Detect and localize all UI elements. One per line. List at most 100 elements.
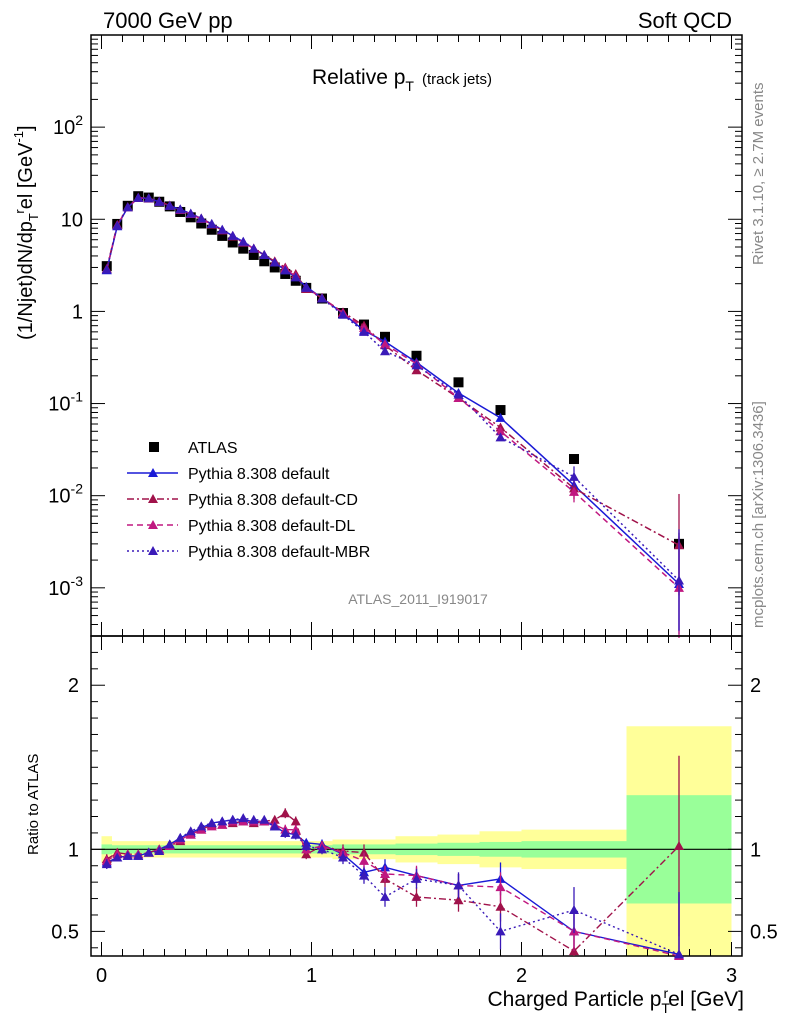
x-tick-label: 1 <box>306 965 317 987</box>
plot-title: Relative pT (track jets) <box>312 66 492 94</box>
ratio-data-point <box>290 829 301 839</box>
data-point <box>453 389 464 399</box>
data-point <box>248 243 259 253</box>
data-point <box>217 230 228 241</box>
legend-marker-triangle <box>148 494 158 503</box>
main-y-tick-label: 10-3 <box>48 573 83 600</box>
ratio-data-point <box>154 845 165 855</box>
data-point <box>269 257 280 267</box>
ratio-y-axis-label: Ratio to ATLAS <box>25 754 42 855</box>
ratio-data-point <box>317 844 327 854</box>
ratio-series-4 <box>101 813 684 959</box>
data-point <box>269 262 280 273</box>
data-point <box>238 236 249 246</box>
ratio-data-point <box>206 818 217 828</box>
ratio-data-point <box>217 816 228 826</box>
ratio-data-point <box>380 891 390 901</box>
legend-label: ATLAS <box>188 440 238 457</box>
data-point <box>196 213 207 223</box>
data-point <box>185 208 196 218</box>
ratio-data-point <box>122 850 133 860</box>
legend-marker-triangle <box>148 468 158 477</box>
ratio-data-point <box>411 891 422 901</box>
series-mc-4 <box>101 192 684 631</box>
legend-marker-square <box>149 442 159 452</box>
data-point <box>206 224 217 235</box>
ratio-data-point <box>259 814 270 824</box>
ratio-data-point <box>453 895 464 905</box>
data-point <box>206 218 217 228</box>
ratio-data-point <box>196 821 207 831</box>
data-point <box>112 220 123 230</box>
ratio-data-point <box>674 949 684 959</box>
analysis-watermark: ATLAS_2011_I919017 <box>348 591 488 607</box>
ratio-data-point <box>290 816 301 826</box>
ratio-data-point <box>338 852 348 862</box>
data-point <box>453 377 464 388</box>
data-point <box>495 432 506 442</box>
x-tick-label: 3 <box>726 965 737 987</box>
rivet-label: Rivet 3.1.10, ≥ 2.7M events <box>750 83 767 266</box>
ratio-data-point <box>269 814 280 824</box>
data-point <box>175 204 186 214</box>
legend-marker-triangle <box>148 546 158 555</box>
data-point <box>164 200 175 210</box>
mcplots-label: mcplots.cern.ch [arXiv:1306.3436] <box>750 401 767 628</box>
ratio-data-point <box>112 852 123 862</box>
series-line <box>106 197 680 589</box>
ratio-y-tick-label-right: 2 <box>750 675 761 697</box>
data-point <box>217 224 228 234</box>
series-line <box>106 197 680 582</box>
data-point <box>227 237 238 248</box>
data-point <box>359 326 369 336</box>
data-point <box>133 192 144 202</box>
main-plot: 10-3 10-2 10-1 1 10 102 <box>48 34 743 638</box>
data-point <box>238 243 249 254</box>
data-point <box>280 265 291 275</box>
data-point <box>411 365 422 375</box>
ratio-data-point <box>674 841 684 851</box>
ratio-y-tick-label-right: 0.5 <box>750 921 778 943</box>
data-point <box>674 575 684 585</box>
data-point <box>259 249 270 259</box>
ratio-plot: 0 1 2 3 0.5 0.5 1 1 2 2 <box>51 635 778 987</box>
series-line <box>106 196 680 546</box>
ratio-data-point <box>495 901 506 911</box>
legend-label: Pythia 8.308 default-MBR <box>188 544 370 561</box>
data-point <box>569 471 579 481</box>
ratio-y-tick-label: 0.5 <box>51 921 79 943</box>
legend-label: Pythia 8.308 default-CD <box>188 492 358 509</box>
ratio-data-point <box>280 827 291 837</box>
main-y-tick-label: 1 <box>72 301 83 323</box>
series-mc-3 <box>101 192 684 638</box>
legend-label: Pythia 8.308 default-DL <box>188 518 355 535</box>
data-point <box>259 256 270 267</box>
data-point <box>495 405 506 416</box>
ratio-data-point <box>301 841 312 851</box>
data-point <box>301 282 312 292</box>
main-y-tick-label: 10 <box>61 209 83 231</box>
data-point <box>569 454 579 465</box>
data-point <box>380 339 390 349</box>
ratio-data-point <box>495 926 506 936</box>
data-point <box>101 264 112 274</box>
ratio-data-point <box>453 880 464 890</box>
ratio-data-point <box>133 850 144 860</box>
header-left: 7000 GeV pp <box>103 8 233 33</box>
ratio-data-point <box>290 824 301 834</box>
x-tick-label: 2 <box>516 965 527 987</box>
ratio-data-point <box>280 808 291 818</box>
data-point <box>411 350 422 361</box>
ratio-data-point <box>495 882 506 892</box>
ratio-series-line <box>106 817 680 956</box>
header-right: Soft QCD <box>638 8 732 33</box>
data-point <box>290 272 301 282</box>
ratio-y-tick-label: 2 <box>68 675 79 697</box>
ratio-data-point <box>143 847 154 857</box>
data-point <box>143 193 154 203</box>
ratio-data-point <box>101 859 112 869</box>
ratio-data-point <box>359 870 369 880</box>
data-point <box>495 426 506 436</box>
data-point <box>227 230 238 240</box>
